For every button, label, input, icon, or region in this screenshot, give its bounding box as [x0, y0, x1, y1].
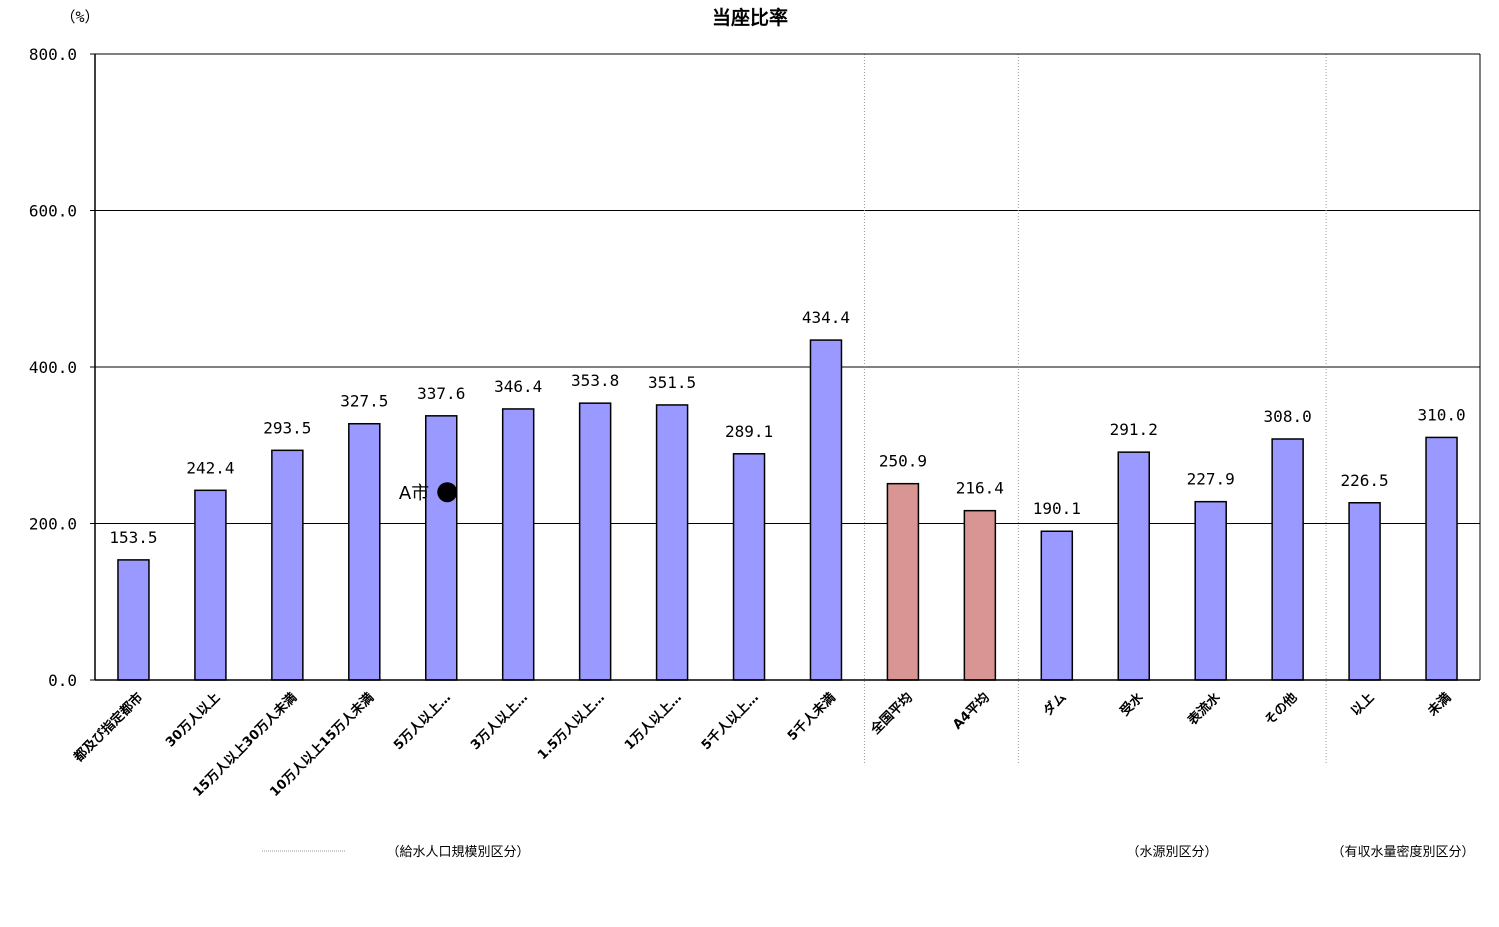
data-label-bg: [1026, 497, 1087, 520]
bar: [501, 408, 535, 681]
group-separators: [863, 54, 1327, 765]
data-label: 289.1: [725, 422, 773, 441]
bar: [1040, 530, 1074, 681]
data-label-bg: [872, 449, 933, 472]
group-labels: （給水人口規模別区分） （水源別区分） （有収水量密度別区分）: [262, 844, 1475, 860]
data-label: 327.5: [340, 392, 388, 411]
x-tick-label: 3万人以上…: [467, 690, 531, 754]
data-label: 190.1: [1033, 499, 1081, 518]
bars: [117, 339, 1458, 681]
x-tick-label: 1万人以上…: [621, 690, 685, 754]
city-marker: A市: [399, 482, 458, 504]
data-label-bg: [795, 306, 856, 329]
bar: [1117, 451, 1150, 681]
x-tick-label: 受水: [1117, 689, 1147, 719]
y-tick-label: 800.0: [29, 45, 77, 64]
data-label-bg: [103, 525, 164, 548]
data-label: 153.5: [109, 528, 157, 547]
bar: [578, 402, 612, 681]
x-tick-label: 未満: [1424, 690, 1454, 720]
x-tick-label: 5千人未満: [784, 690, 838, 744]
data-label-bg: [565, 369, 626, 392]
bar: [117, 559, 150, 681]
y-unit-label: （%）: [60, 8, 99, 26]
data-label: 351.5: [648, 373, 696, 392]
bar: [348, 422, 381, 681]
data-label: 227.9: [1187, 470, 1235, 489]
x-tick-label: 5万人以上…: [390, 690, 454, 754]
x-tick-label: 都及び指定都市: [70, 690, 146, 766]
group-label: （水源別区分）: [1126, 845, 1217, 860]
x-tick-label: A4平均: [949, 690, 992, 733]
data-label: 308.0: [1264, 407, 1312, 426]
data-label-bg: [411, 381, 472, 404]
bar: [1425, 436, 1458, 681]
data-label-bg: [1257, 404, 1318, 427]
data-label: 337.6: [417, 384, 465, 403]
bar: [886, 482, 920, 681]
bar: [1348, 502, 1381, 681]
data-label: 226.5: [1340, 471, 1388, 490]
chart-title: 当座比率: [712, 6, 788, 29]
data-label-bg: [1103, 418, 1164, 441]
bar: [194, 489, 227, 681]
data-label-bg: [1180, 467, 1241, 490]
data-label: 346.4: [494, 377, 542, 396]
marker-label: A市: [399, 483, 429, 504]
bar: [271, 449, 304, 681]
bar: [1194, 500, 1227, 681]
gridlines: [95, 210, 1480, 524]
data-label: 293.5: [263, 418, 311, 437]
group-label: （有収水量密度別区分）: [1331, 844, 1474, 860]
y-ticks: 0.0 200.0 400.0 600.0 800.0: [29, 45, 95, 690]
y-tick-label: 600.0: [29, 202, 77, 221]
marker-dot: [437, 482, 458, 503]
data-label-bg: [334, 389, 395, 412]
data-label: 434.4: [802, 308, 850, 327]
data-label-bg: [488, 374, 549, 397]
y-tick-label: 200.0: [29, 515, 77, 534]
group-label: （給水人口規模別区分）: [386, 845, 529, 860]
data-label: 353.8: [571, 371, 619, 390]
x-tick-label: 以上: [1348, 690, 1377, 719]
data-label-bg: [719, 419, 780, 442]
bar: [732, 453, 766, 681]
x-tick-label: 30万人以上: [162, 690, 223, 751]
data-label-bg: [1411, 403, 1472, 426]
data-label-bg: [949, 476, 1010, 499]
x-tick-label: 5千人以上…: [698, 690, 762, 754]
data-label: 242.4: [186, 458, 234, 477]
bar: [1271, 438, 1304, 681]
data-label: 291.2: [1110, 420, 1158, 439]
bar: [809, 339, 843, 681]
data-label-bg: [257, 416, 318, 439]
y-tick-label: 0.0: [48, 671, 77, 690]
x-tick-label: その他: [1262, 690, 1301, 729]
data-label: 310.0: [1417, 405, 1465, 424]
x-tick-label: 全国平均: [867, 690, 916, 739]
bar: [655, 404, 689, 681]
bar: [425, 415, 458, 681]
data-labels: 153.5 242.4 293.5 327.5 337.6 346.4 353.8 351.5…: [103, 306, 1472, 548]
data-label: 250.9: [879, 452, 927, 471]
data-label-bg: [642, 370, 703, 393]
data-label-bg: [1334, 468, 1395, 491]
plot-frame: [94, 53, 1481, 681]
x-tick-label: ダム: [1040, 690, 1070, 720]
x-tick-label: 1.5万人以上…: [534, 690, 608, 764]
data-label-bg: [180, 456, 241, 479]
x-tick-label: 表流水: [1184, 689, 1224, 729]
y-tick-label: 400.0: [29, 358, 77, 377]
data-label: 216.4: [956, 479, 1004, 498]
bar: [963, 509, 997, 681]
